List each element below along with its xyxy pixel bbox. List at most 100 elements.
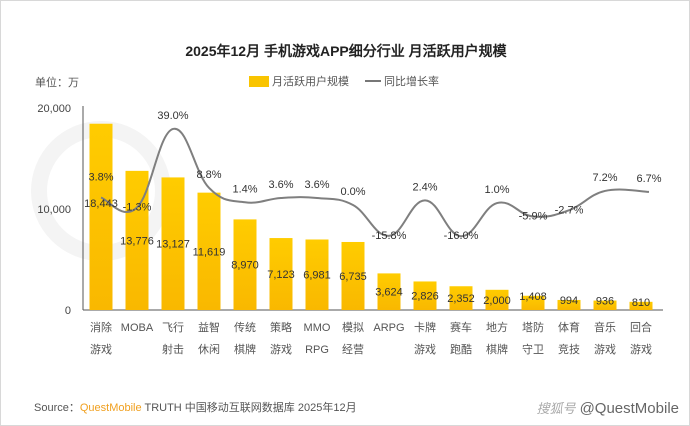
legend-swatch-line bbox=[365, 80, 381, 82]
x-tick-label: 回合 bbox=[630, 320, 652, 334]
x-tick-label: 竞技 bbox=[558, 342, 580, 356]
x-tick-label: 赛车 bbox=[450, 320, 472, 334]
bar bbox=[305, 239, 329, 310]
bar-value-label: 1,408 bbox=[519, 291, 547, 303]
bar bbox=[197, 192, 221, 310]
legend: 月活跃用户规模 同比增长率 bbox=[249, 73, 439, 89]
x-tick-label: 游戏 bbox=[630, 343, 652, 356]
bar bbox=[233, 219, 257, 310]
bar-value-label: 7,123 bbox=[267, 269, 295, 281]
growth-rate-label: 39.0% bbox=[157, 110, 188, 122]
growth-rate-label: 3.8% bbox=[88, 172, 113, 184]
legend-swatch-bar bbox=[249, 75, 269, 87]
bar-value-label: 3,624 bbox=[375, 287, 403, 299]
bar-value-label: 994 bbox=[560, 295, 578, 307]
bar bbox=[269, 238, 293, 310]
x-tick-label: 益智 bbox=[198, 320, 220, 334]
bar-value-label: 11,619 bbox=[193, 246, 226, 258]
x-tick-label: 游戏 bbox=[414, 343, 436, 356]
x-tick-label: 棋牌 bbox=[486, 342, 508, 356]
x-tick-label: 射击 bbox=[162, 342, 184, 356]
bar-value-label: 810 bbox=[632, 297, 650, 309]
x-tick-label: 卡牌 bbox=[414, 320, 436, 334]
bar bbox=[161, 177, 185, 310]
growth-rate-label: 7.2% bbox=[592, 172, 617, 184]
y-tick-label: 10,000 bbox=[37, 204, 71, 216]
bar bbox=[593, 300, 617, 310]
chart-title: 2025年12月 手机游戏APP细分行业 月活跃用户规模 bbox=[185, 43, 507, 59]
growth-rate-label: 1.0% bbox=[484, 184, 509, 196]
source-prefix: Source： bbox=[34, 402, 80, 414]
growth-rate-label: -5.9% bbox=[519, 211, 548, 223]
growth-rate-label: -1.3% bbox=[123, 202, 152, 214]
bar-value-label: 6,735 bbox=[339, 271, 367, 283]
x-tick-label: ARPG bbox=[373, 322, 404, 334]
x-tick-label: 地方 bbox=[486, 320, 508, 334]
bar bbox=[341, 241, 365, 310]
watermark: 搜狐号 @QuestMobile bbox=[537, 398, 679, 417]
bar bbox=[521, 295, 545, 310]
bar bbox=[629, 301, 653, 310]
bar bbox=[125, 170, 149, 310]
y-tick-label: 20,000 bbox=[37, 103, 71, 115]
growth-rate-label: -15.8% bbox=[372, 230, 407, 242]
x-tick-label: 体育 bbox=[558, 320, 580, 334]
x-tick-label: 棋牌 bbox=[234, 342, 256, 356]
watermark-prefix: 搜狐号 bbox=[536, 401, 576, 416]
x-tick-label: 策略 bbox=[270, 320, 292, 334]
bar bbox=[377, 273, 401, 310]
bar-value-label: 13,776 bbox=[120, 235, 154, 247]
legend-item-bar: 月活跃用户规模 bbox=[249, 73, 349, 89]
growth-rate-label: 2.4% bbox=[412, 181, 437, 193]
x-tick-label: 游戏 bbox=[90, 343, 112, 356]
x-tick-label: 飞行 bbox=[162, 321, 184, 334]
bar bbox=[557, 299, 581, 310]
y-tick-label: 0 bbox=[65, 305, 71, 317]
x-tick-label: 跑酷 bbox=[450, 342, 472, 356]
x-tick-label: MMO bbox=[304, 322, 331, 334]
x-tick-label: 经营 bbox=[342, 342, 364, 356]
bar-value-label: 13,127 bbox=[156, 239, 190, 251]
growth-rate-label: 6.7% bbox=[636, 173, 661, 185]
growth-rate-label: 3.6% bbox=[304, 179, 329, 191]
legend-item-line: 同比增长率 bbox=[365, 73, 439, 89]
source-note: Source：QuestMobile TRUTH 中国移动互联网数据库 2025… bbox=[34, 399, 357, 415]
growth-rate-label: 8.8% bbox=[196, 169, 221, 181]
x-tick-label: 游戏 bbox=[270, 343, 292, 356]
bar-value-label: 6,981 bbox=[303, 270, 331, 282]
unit-label: 单位：万 bbox=[35, 77, 79, 89]
bar bbox=[89, 123, 113, 310]
growth-rate-label: -16.0% bbox=[444, 230, 479, 242]
x-tick-label: 塔防 bbox=[522, 320, 544, 334]
legend-label-bar: 月活跃用户规模 bbox=[272, 76, 349, 88]
bar-value-label: 2,826 bbox=[411, 291, 439, 303]
growth-line bbox=[100, 127, 650, 238]
source-brand: QuestMobile bbox=[79, 402, 142, 414]
watermark-text: @QuestMobile bbox=[579, 400, 679, 417]
bar bbox=[485, 289, 509, 310]
x-tick-label: 消除 bbox=[90, 320, 112, 334]
x-tick-label: RPG bbox=[305, 344, 329, 356]
growth-rate-label: 0.0% bbox=[340, 186, 365, 198]
x-tick-label: 休闲 bbox=[198, 342, 220, 356]
x-tick-label: 守卫 bbox=[522, 342, 544, 356]
x-tick-label: MOBA bbox=[121, 322, 154, 334]
bar bbox=[413, 281, 437, 310]
growth-rate-label: -2.7% bbox=[555, 204, 584, 216]
bar-value-label: 8,970 bbox=[231, 260, 259, 272]
growth-rate-label: 3.6% bbox=[268, 179, 293, 191]
x-tick-label: 传统 bbox=[234, 321, 256, 334]
x-tick-label: 模拟 bbox=[342, 320, 364, 334]
bar bbox=[449, 286, 473, 310]
source-text: TRUTH 中国移动互联网数据库 2025年12月 bbox=[141, 402, 357, 414]
bar-value-label: 2,352 bbox=[447, 293, 475, 305]
bar-value-label: 2,000 bbox=[483, 295, 511, 307]
bar-value-label: 936 bbox=[596, 296, 614, 308]
legend-label-line: 同比增长率 bbox=[384, 76, 439, 88]
x-tick-label: 音乐 bbox=[594, 320, 616, 334]
bar-value-label: 18,443 bbox=[84, 198, 118, 210]
growth-rate-label: 1.4% bbox=[232, 183, 257, 195]
x-tick-label: 游戏 bbox=[594, 343, 616, 356]
